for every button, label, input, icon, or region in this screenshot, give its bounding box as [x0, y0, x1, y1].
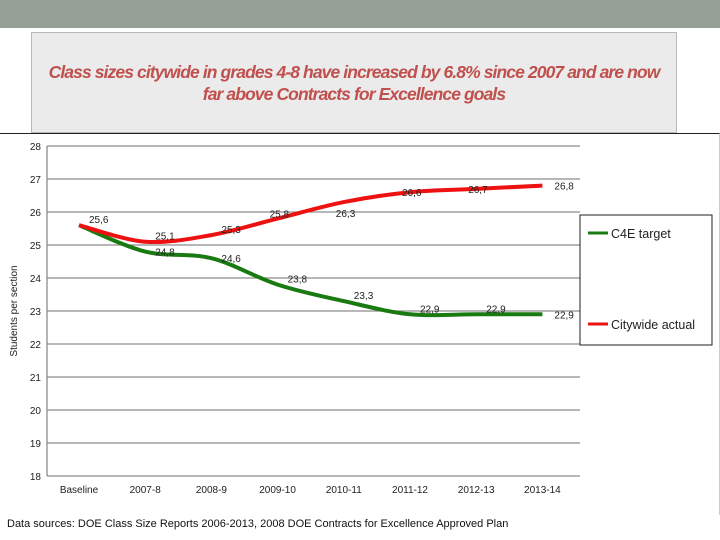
y-tick-label: 20 [30, 406, 42, 417]
y-tick-label: 22 [30, 340, 42, 351]
data-label: 25,6 [89, 215, 109, 226]
y-tick-label: 18 [30, 472, 42, 483]
data-label: 26,7 [468, 185, 488, 196]
y-tick-label: 27 [30, 175, 42, 186]
x-tick-label: 2011-12 [392, 485, 428, 496]
data-source-note: Data sources: DOE Class Size Reports 200… [7, 518, 509, 530]
y-axis-label: Students per section [9, 265, 20, 356]
data-label: 24,6 [221, 254, 241, 265]
data-label: 23,3 [354, 291, 374, 302]
data-label: 26,6 [402, 188, 422, 199]
legend-label: C4E target [611, 227, 671, 241]
slide-title: Class sizes citywide in grades 4-8 have … [48, 61, 661, 104]
x-tick-label: 2013-14 [524, 485, 561, 496]
data-label: 22,9 [554, 310, 574, 321]
series-line-citywide-actual [78, 183, 543, 245]
x-tick-label: 2010-11 [326, 485, 362, 496]
x-tick-label: 2007-8 [130, 485, 162, 496]
data-label: 25,8 [270, 210, 290, 221]
title-box: Class sizes citywide in grades 4-8 have … [31, 32, 677, 133]
data-label: 24,8 [155, 248, 175, 259]
y-tick-label: 24 [30, 274, 42, 285]
x-tick-label: 2008-9 [196, 485, 228, 496]
legend-label: Citywide actual [611, 318, 695, 332]
x-tick-label: 2009-10 [259, 485, 296, 496]
x-tick-label: 2012-13 [458, 485, 495, 496]
legend-box [579, 214, 713, 346]
data-label: 22,9 [486, 304, 506, 315]
data-label: 25,3 [221, 225, 241, 236]
data-label: 26,3 [336, 209, 356, 220]
series-line-c4e-target [78, 223, 543, 318]
y-tick-label: 28 [30, 142, 42, 153]
y-tick-label: 19 [30, 439, 42, 450]
data-label: 25,1 [155, 232, 175, 243]
top-bar [0, 0, 720, 28]
y-tick-label: 21 [30, 373, 42, 384]
data-label: 22,9 [420, 304, 440, 315]
y-tick-label: 23 [30, 307, 42, 318]
x-tick-label: Baseline [60, 485, 99, 496]
data-label: 23,8 [288, 275, 308, 286]
data-label: 26,8 [554, 182, 574, 193]
y-tick-label: 26 [30, 208, 42, 219]
y-tick-label: 25 [30, 241, 42, 252]
